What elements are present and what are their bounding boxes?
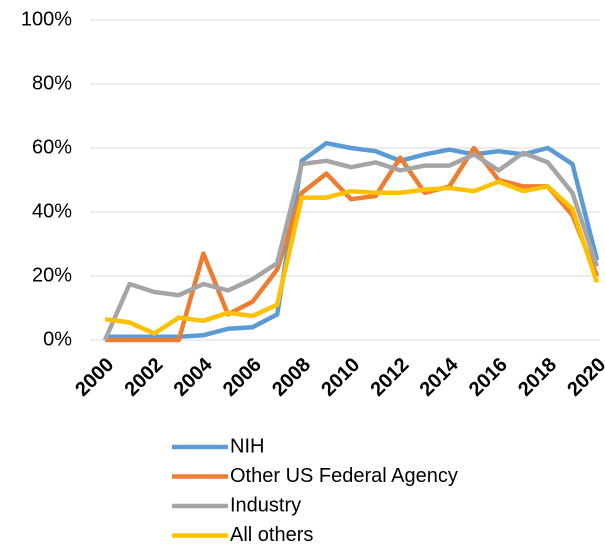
series-line: [105, 140, 600, 340]
x-tick-label: 2006: [219, 354, 266, 401]
y-tick-label: 80%: [32, 72, 72, 94]
y-tick-label: 0%: [43, 328, 72, 350]
legend-label: NIH: [230, 435, 264, 457]
y-tick-label: 60%: [32, 136, 72, 158]
x-tick-label: 2004: [170, 353, 218, 401]
series-line: [104, 179, 600, 336]
x-tick-label: 2010: [317, 354, 364, 401]
series-line: [105, 145, 600, 343]
x-tick-label: 2020: [563, 354, 605, 401]
y-tick-label: 100%: [21, 8, 72, 30]
series-line: [102, 150, 600, 341]
x-tick-label: 2000: [71, 354, 118, 401]
y-tick-label: 20%: [32, 264, 72, 286]
x-tick-label: 2016: [465, 354, 512, 401]
y-tick-label: 40%: [32, 200, 72, 222]
legend-label: Industry: [230, 494, 301, 516]
x-tick-label: 2018: [514, 354, 561, 401]
x-tick-label: 2002: [120, 354, 167, 401]
x-tick-label: 2008: [268, 354, 315, 401]
x-tick-label: 2014: [416, 353, 464, 401]
legend-label: All others: [230, 524, 313, 544]
x-tick-label: 2012: [366, 354, 413, 401]
legend-label: Other US Federal Agency: [230, 465, 458, 487]
